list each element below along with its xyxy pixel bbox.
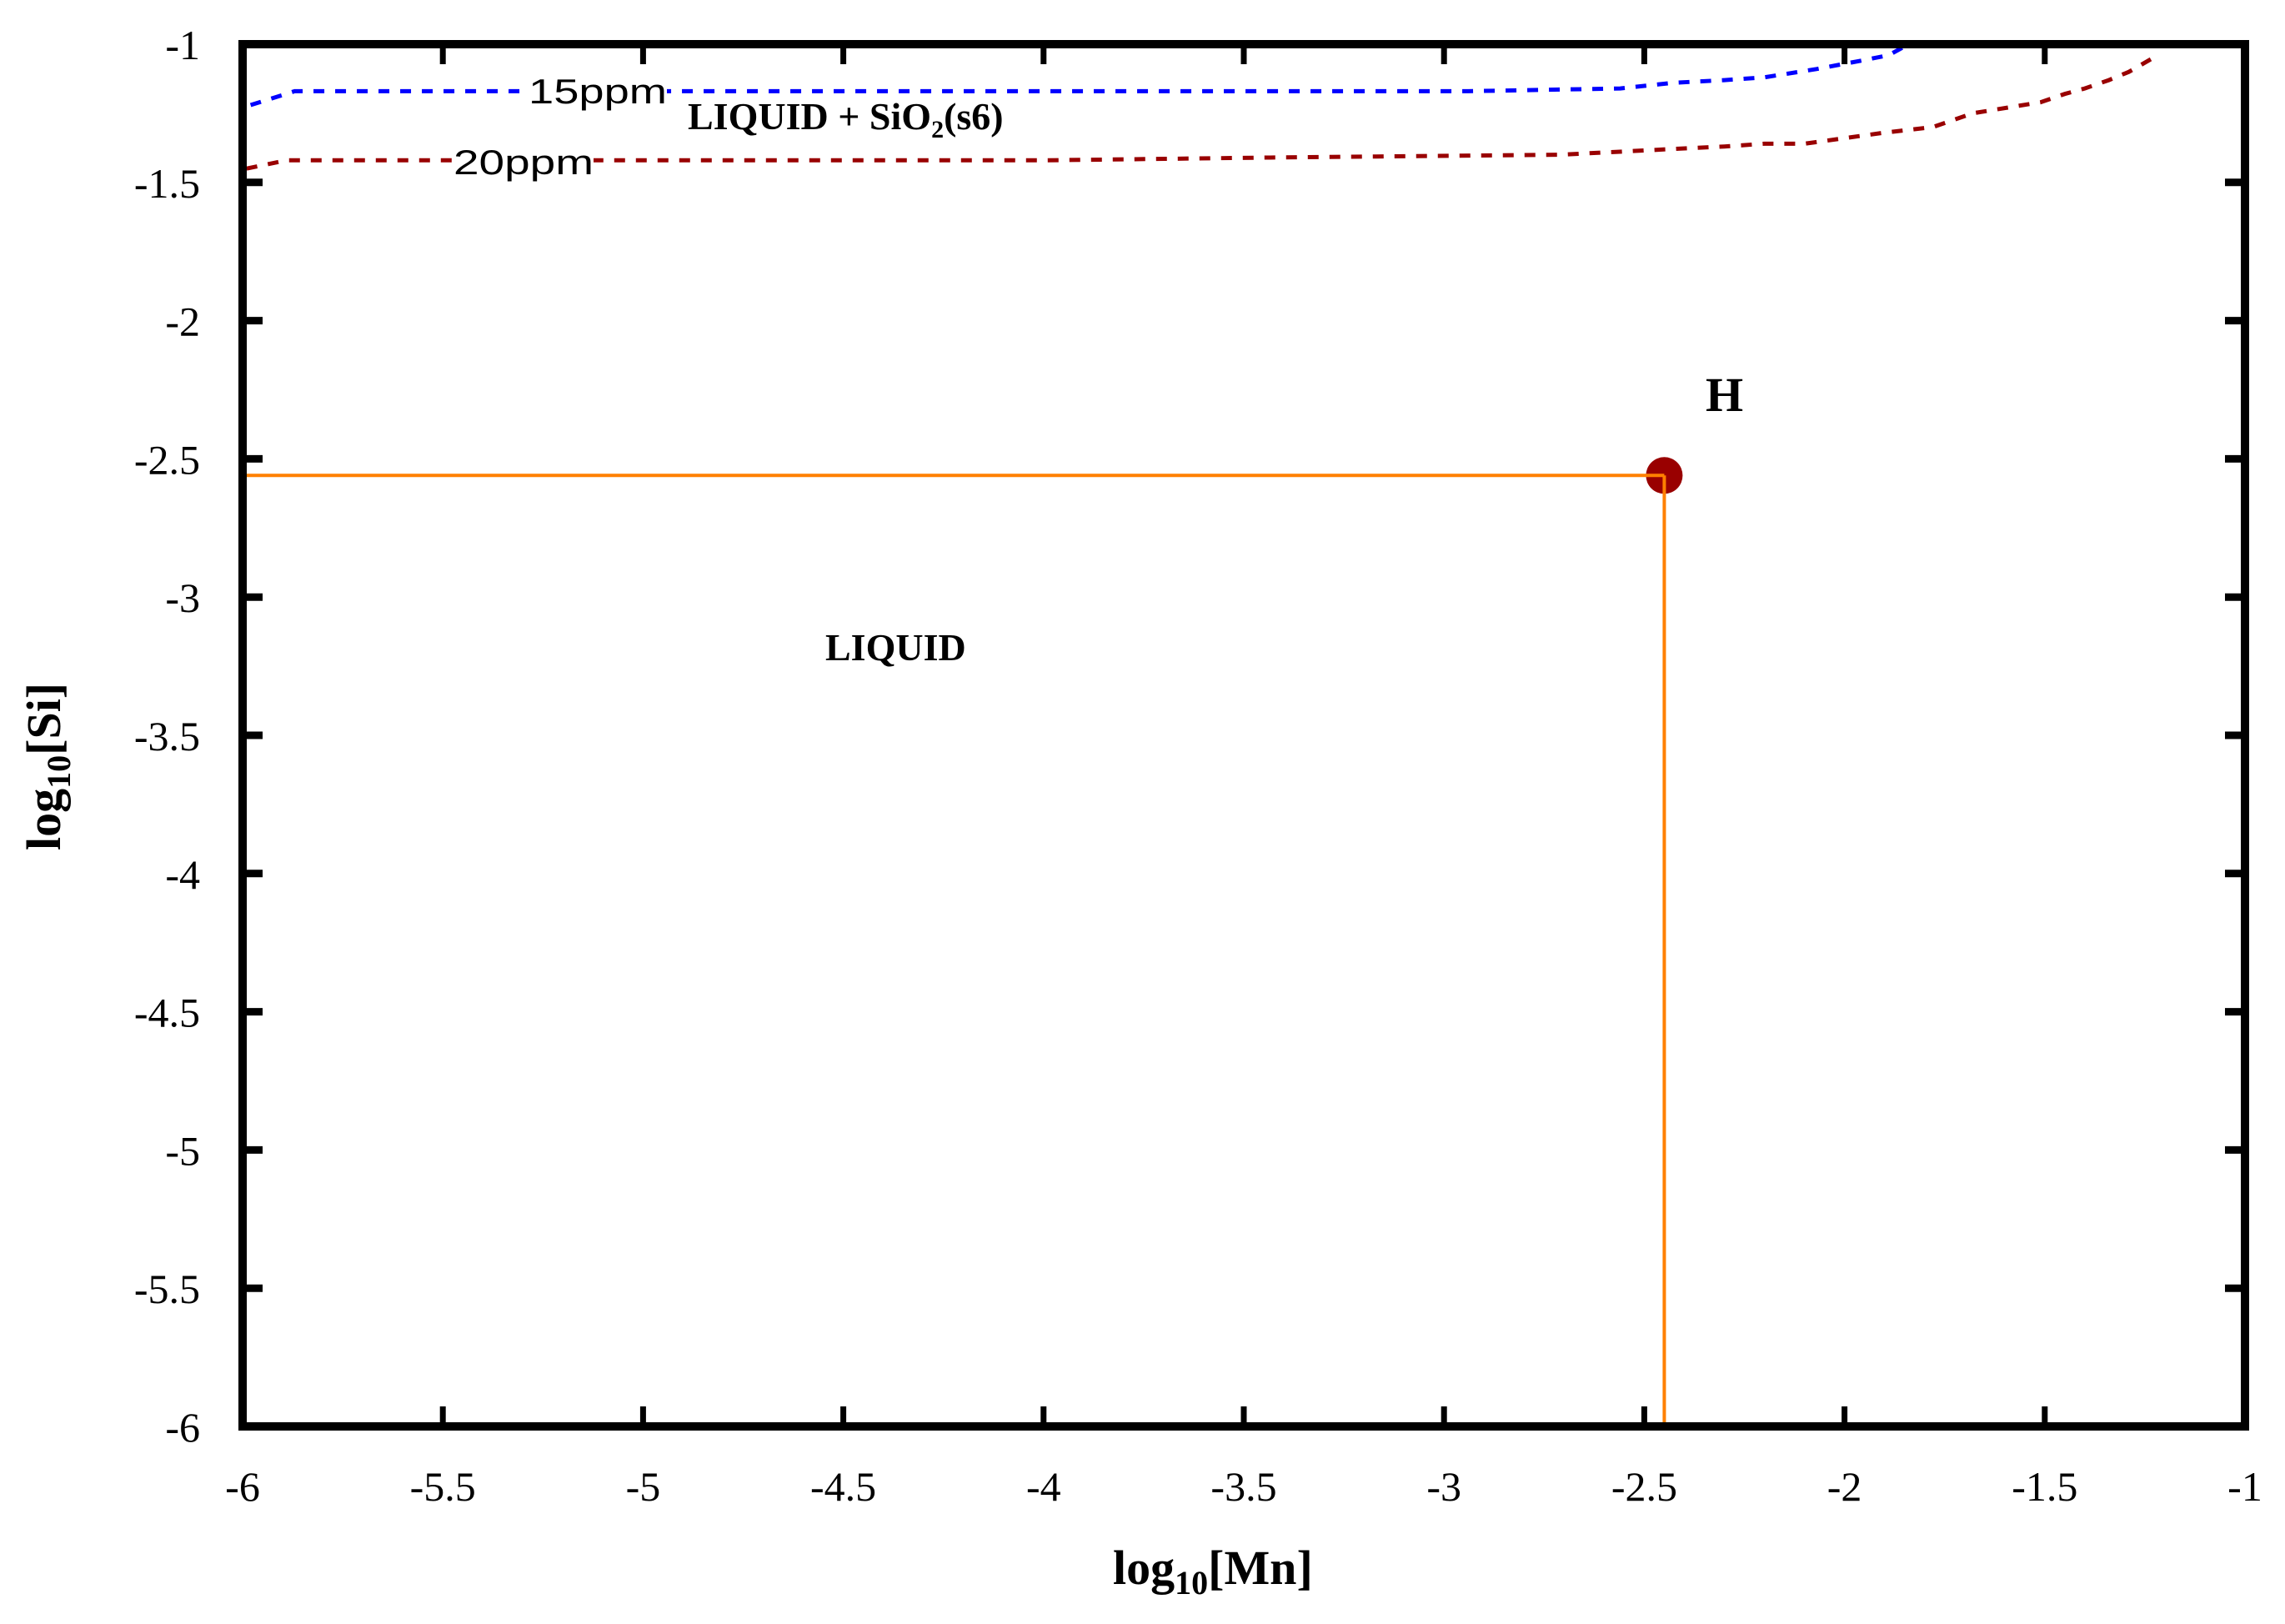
curve-label-20ppm: 20ppm xyxy=(453,143,594,182)
x-tick-label: -3.5 xyxy=(1210,1463,1276,1510)
x-tick-labels: -6 -5.5 -5 -4.5 -4 -3.5 -3 -2.5 -2 -1.5 -1 xyxy=(225,1463,2262,1510)
x-tick-label: -3 xyxy=(1426,1463,1461,1510)
curve-label-15-bg xyxy=(529,77,667,103)
y-tick-label: -1.5 xyxy=(134,160,200,207)
curve-20ppm xyxy=(246,56,2157,171)
x-tick-label: -5 xyxy=(626,1463,661,1510)
axis-ticks xyxy=(243,44,2245,1426)
x-tick-label: -2.5 xyxy=(1611,1463,1677,1510)
y-tick-label: -5 xyxy=(165,1127,200,1174)
x-tick-label: -1.5 xyxy=(2012,1463,2077,1510)
y-tick-label: -2 xyxy=(165,298,200,345)
y-axis-title: log10[Si] xyxy=(17,683,78,850)
point-label-h: H xyxy=(1706,368,1743,422)
y-tick-label: -4.5 xyxy=(134,990,200,1036)
x-tick-label: -6 xyxy=(225,1463,260,1510)
curve-label-20-bg xyxy=(453,147,594,173)
y-tick-labels: -1 -1.5 -2 -2.5 -3 -3.5 -4 -4.5 -5 -5.5 -6 xyxy=(134,22,200,1451)
guide-lines-group xyxy=(243,474,1666,1426)
x-tick-label: -5.5 xyxy=(410,1463,476,1510)
y-tick-label: -5.5 xyxy=(134,1266,200,1312)
x-tick-label: -4 xyxy=(1026,1463,1061,1510)
y-tick-label: -3.5 xyxy=(134,713,200,759)
region-label-liquid: LIQUID xyxy=(825,626,966,669)
curve-15ppm xyxy=(249,42,1910,108)
y-tick-label: -1 xyxy=(165,22,200,68)
region-label-liquid-sio2: LIQUID + SiO2(s6) xyxy=(688,95,1004,143)
x-axis-title: log10[Mn] xyxy=(1113,1541,1313,1601)
x-tick-label: -1 xyxy=(2227,1463,2262,1510)
x-tick-label: -2 xyxy=(1827,1463,1862,1510)
y-tick-label: -2.5 xyxy=(134,436,200,483)
curves-group xyxy=(246,42,2157,171)
y-tick-label: -6 xyxy=(165,1404,200,1451)
y-tick-label: -4 xyxy=(165,851,200,898)
y-tick-label: -3 xyxy=(165,574,200,621)
curve-label-15ppm: 15ppm xyxy=(529,72,667,111)
x-tick-label: -4.5 xyxy=(810,1463,876,1510)
